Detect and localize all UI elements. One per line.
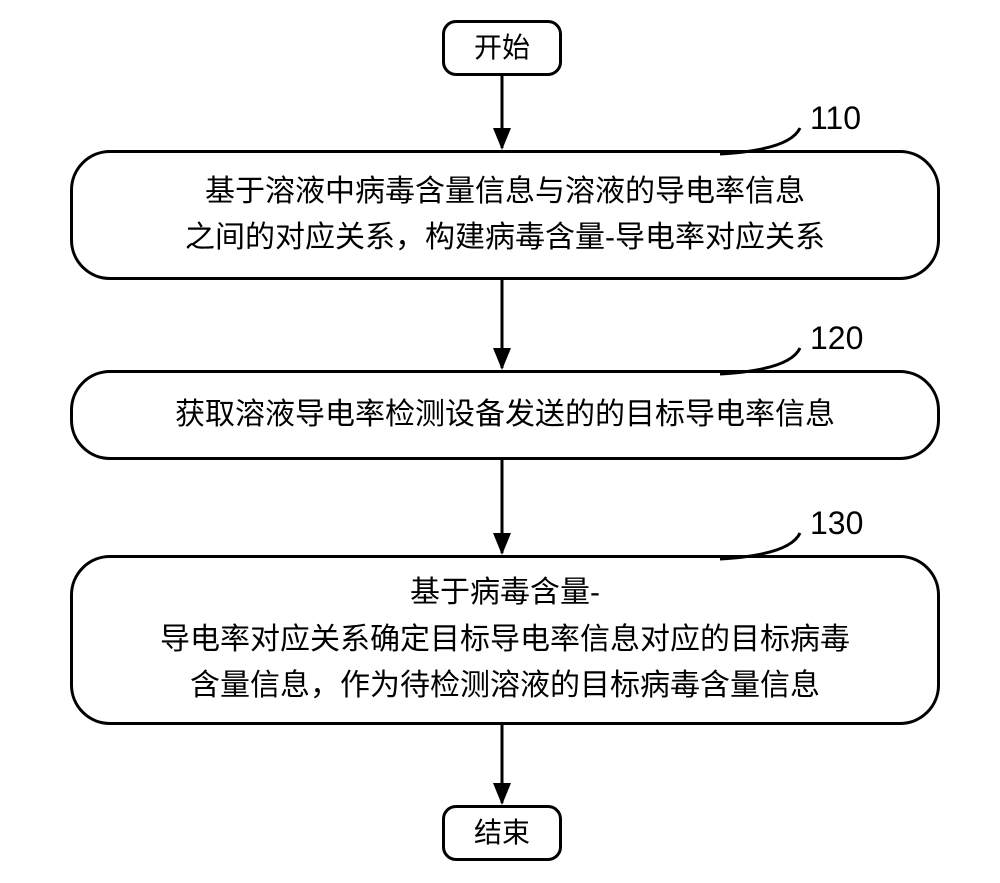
end-text: 结束	[474, 811, 530, 854]
step-120-node: 获取溶液导电率检测设备发送的的目标导电率信息	[70, 370, 940, 460]
flowchart-canvas: 开始 基于溶液中病毒含量信息与溶液的导电率信息 之间的对应关系，构建病毒含量-导…	[0, 0, 1000, 883]
step-120-text: 获取溶液导电率检测设备发送的的目标导电率信息	[175, 392, 835, 439]
end-node: 结束	[442, 805, 562, 861]
step-110-label: 110	[810, 100, 861, 137]
step-130-label: 130	[810, 505, 863, 542]
start-node: 开始	[442, 20, 562, 76]
step-110-node: 基于溶液中病毒含量信息与溶液的导电率信息 之间的对应关系，构建病毒含量-导电率对…	[70, 150, 940, 280]
start-text: 开始	[474, 26, 530, 69]
step-120-label: 120	[810, 320, 863, 357]
step-110-text: 基于溶液中病毒含量信息与溶液的导电率信息 之间的对应关系，构建病毒含量-导电率对…	[185, 169, 825, 262]
step-130-node: 基于病毒含量- 导电率对应关系确定目标导电率信息对应的目标病毒 含量信息，作为待…	[70, 555, 940, 725]
step-130-text: 基于病毒含量- 导电率对应关系确定目标导电率信息对应的目标病毒 含量信息，作为待…	[160, 570, 850, 710]
